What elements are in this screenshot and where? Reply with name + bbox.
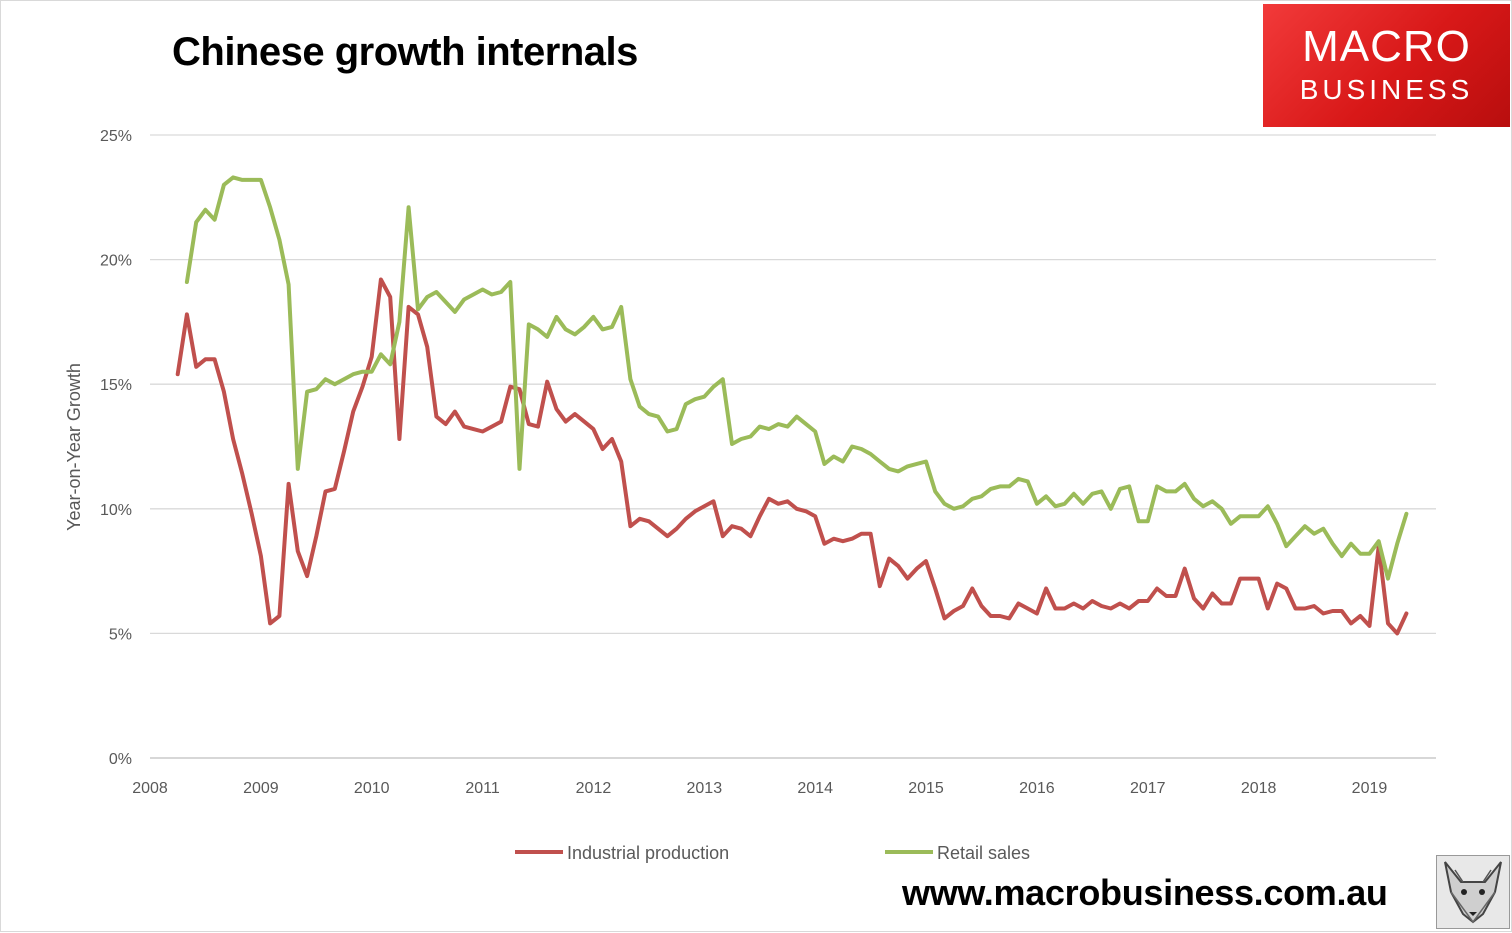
y-tick-label: 25%: [100, 128, 132, 145]
x-tick-label: 2012: [576, 780, 612, 797]
x-tick-label: 2018: [1241, 780, 1277, 797]
series-line-industrial-production: [175, 277, 1409, 636]
legend-label-industrial-production: Industrial production: [567, 843, 729, 863]
x-tick-label: 2010: [354, 780, 390, 797]
series-line-retail-sales: [184, 175, 1409, 581]
logo-line-business: BUSINESS: [1299, 74, 1474, 105]
fox-icon: [1444, 861, 1502, 924]
x-tick-label: 2017: [1130, 780, 1166, 797]
x-tick-label: 2008: [132, 780, 168, 797]
website-url: www.macrobusiness.com.au: [902, 872, 1388, 913]
y-axis-label: Year-on-Year Growth: [64, 363, 84, 531]
fox-mascot-image: [1436, 855, 1510, 929]
x-tick-label: 2015: [908, 780, 944, 797]
x-tick-label: 2011: [465, 780, 500, 797]
x-tick-label: 2019: [1352, 780, 1388, 797]
y-tick-label: 10%: [100, 502, 132, 519]
chart-title: Chinese growth internals: [172, 30, 638, 74]
x-tick-label: 2009: [243, 780, 279, 797]
macrobusiness-logo: MACRO BUSINESS: [1263, 4, 1510, 127]
x-tick-label: 2016: [1019, 780, 1055, 797]
legend-label-retail-sales: Retail sales: [937, 843, 1030, 863]
x-tick-label: 2013: [687, 780, 723, 797]
x-tick-label: 2014: [797, 780, 833, 797]
logo-line-macro: MACRO: [1302, 22, 1471, 71]
y-tick-label: 0%: [109, 751, 132, 768]
y-tick-label: 15%: [100, 377, 132, 394]
y-tick-label: 5%: [109, 626, 132, 643]
y-tick-label: 20%: [100, 253, 132, 270]
